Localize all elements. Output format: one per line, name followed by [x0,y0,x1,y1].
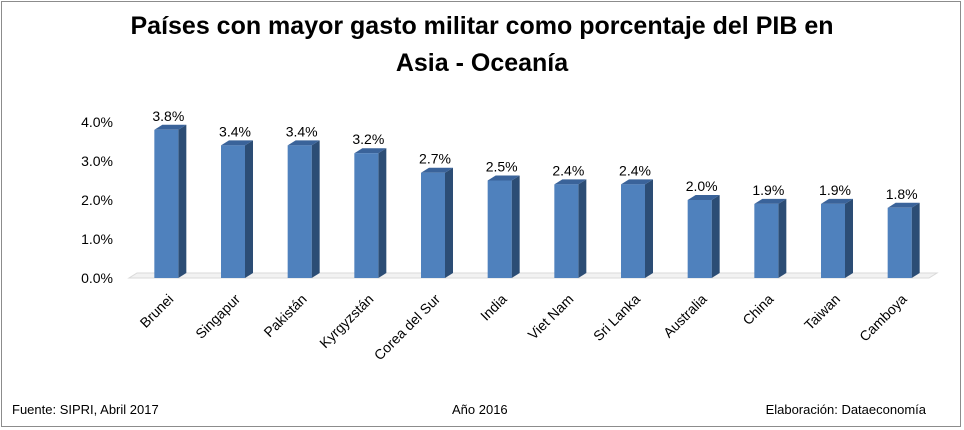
source-note: Fuente: SIPRI, Abril 2017 [12,402,159,417]
bar-side [845,198,853,278]
bar-top [287,140,320,146]
year-note: Año 2016 [452,402,508,417]
x-tick-label: Sri Lanka [590,291,643,344]
data-label: 3.8% [152,108,184,124]
x-tick-label: Viet Nam [525,291,577,343]
bar [154,129,179,278]
data-label: 1.9% [752,182,784,198]
bar-top [554,179,587,185]
y-tick-label: 2.0% [81,192,113,208]
bar-top [221,140,253,146]
bar-top [487,175,520,181]
bar [354,153,379,278]
bar [421,172,445,278]
x-tick-label: Taiwan [801,291,843,333]
bar [687,200,712,278]
bar-side [578,179,587,278]
bar-side [778,198,787,278]
data-label: 3.4% [286,123,318,139]
data-label: 2.4% [619,162,651,178]
bar-top [421,167,453,173]
x-tick-label: Brunei [137,291,177,331]
data-label: 2.0% [686,178,718,194]
chart-floor [127,272,939,279]
x-tick-label: Corea del Sur [371,291,444,364]
y-tick-label: 3.0% [81,153,113,169]
x-tick-label: Singapur [192,291,243,342]
bar [821,203,845,278]
bar-top [621,179,653,185]
y-tick-label: 0.0% [81,270,113,286]
bar-side [645,179,653,278]
bar-side [378,148,387,278]
bar-top [354,148,387,154]
bar [287,145,312,278]
chart-title-line-2: Asia - Oceanía [395,49,569,77]
bar [554,184,579,278]
bar [887,207,912,278]
x-tick-label: Kyrgyzstán [316,291,376,351]
chart-title: Países con mayor gasto militar como porc… [0,8,964,82]
y-tick-label: 4.0% [81,114,113,130]
data-label: 2.5% [486,159,518,175]
y-tick-label: 1.0% [81,231,113,247]
x-tick-label: Camboya [856,291,910,345]
bar [487,180,512,278]
bar-side [511,175,520,278]
x-tick-label: China [739,291,776,328]
x-tick-label: Australia [660,291,710,341]
bar-top [821,198,853,204]
data-label: 2.7% [419,151,451,167]
data-label: 2.4% [552,162,584,178]
bar-side [311,140,320,278]
bar-side [911,202,920,278]
bar-top [154,124,187,130]
credit-note: Elaboración: Dataeconomía [765,402,926,417]
bar [621,184,645,278]
bar-side [445,167,453,278]
bar-top [887,202,920,208]
bar [221,145,245,278]
bar [754,203,779,278]
bar-side [245,140,253,278]
data-label: 3.4% [219,123,251,139]
x-tick-label: India [477,291,510,324]
chart-title-line-1: Países con mayor gasto militar como porc… [130,12,834,40]
bar-top [754,198,787,204]
data-label: 1.8% [886,186,918,202]
x-tick-label: Pakistán [261,291,310,340]
data-label: 1.9% [819,182,851,198]
bar-top [687,195,720,200]
data-label: 3.2% [352,131,384,147]
bar-side [178,124,187,278]
bar-side [711,195,720,278]
